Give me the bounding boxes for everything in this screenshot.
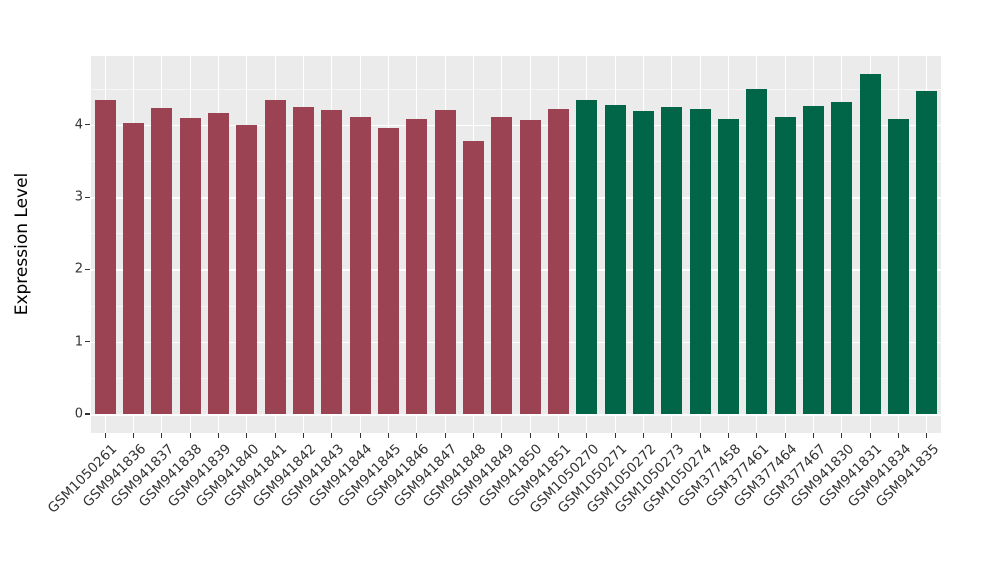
bar [236, 124, 258, 414]
y-tick-label: 2 [74, 261, 83, 277]
bar [462, 140, 485, 414]
y-tick-label: 4 [74, 117, 83, 133]
bar [746, 88, 768, 414]
bar [604, 104, 626, 414]
x-tick-mark [784, 433, 786, 438]
x-tick-mark [331, 433, 333, 438]
bar [774, 116, 796, 414]
bar [264, 100, 286, 414]
bar [122, 122, 145, 414]
x-tick-mark [387, 433, 390, 438]
x-tick-mark [217, 433, 220, 438]
bar [717, 119, 740, 414]
bar [207, 113, 230, 414]
x-tick-mark [529, 433, 531, 438]
y-axis-title: Expression Level [12, 172, 32, 316]
bar [661, 106, 683, 414]
bar [491, 116, 513, 414]
bar [94, 100, 116, 414]
y-tick-label: 3 [74, 189, 83, 205]
x-tick-mark [161, 433, 163, 438]
bar [916, 90, 938, 414]
bar [434, 110, 456, 414]
bar [859, 74, 881, 414]
x-tick-mark [501, 433, 503, 438]
x-tick-mark [246, 433, 248, 438]
x-tick-mark [841, 433, 843, 438]
x-tick-mark [189, 433, 191, 438]
y-tick-label: 0 [74, 406, 83, 422]
x-tick-mark [614, 433, 616, 438]
gridline-minor [91, 160, 941, 162]
y-tick-label: 1 [74, 334, 83, 350]
x-tick-mark [444, 433, 446, 438]
y-tick-mark [85, 124, 90, 126]
x-tick-mark [472, 433, 475, 438]
bar [349, 116, 371, 414]
y-tick-mark [85, 268, 90, 270]
x-tick-mark [727, 433, 730, 438]
bar [547, 108, 570, 414]
bar [151, 108, 173, 414]
bar [519, 120, 541, 414]
x-tick-mark [897, 433, 900, 438]
x-tick-mark [302, 433, 305, 438]
x-tick-mark [812, 433, 815, 438]
bar [802, 106, 825, 414]
bar [321, 110, 343, 414]
bar [887, 119, 910, 414]
gridline-major [91, 341, 941, 344]
gridline-minor [91, 305, 941, 307]
x-tick-mark [132, 433, 135, 438]
x-tick-mark [274, 433, 276, 438]
bar [689, 108, 711, 414]
bar [377, 128, 400, 414]
gridline-major [91, 197, 941, 199]
gridline-major [91, 269, 941, 271]
bar [292, 106, 315, 414]
gridline-minor [91, 88, 941, 90]
y-tick-mark [85, 413, 90, 415]
x-tick-mark [869, 433, 871, 438]
bar [179, 118, 201, 414]
plot-panel [91, 56, 941, 433]
x-tick-mark [642, 433, 645, 438]
gridline-minor [91, 233, 941, 235]
y-tick-mark [85, 196, 90, 198]
y-tick-mark [85, 341, 90, 343]
bar [632, 111, 655, 414]
bar [831, 102, 853, 414]
x-tick-mark [359, 433, 361, 438]
x-tick-mark [104, 433, 106, 438]
gridline-major [91, 124, 941, 127]
x-tick-mark [756, 433, 758, 438]
bar [406, 119, 428, 414]
x-tick-mark [557, 433, 560, 438]
x-tick-mark [926, 433, 928, 438]
x-tick-mark [699, 433, 701, 438]
x-tick-mark [586, 433, 588, 438]
gridline-major [91, 414, 941, 416]
bar [576, 100, 598, 414]
x-tick-mark [671, 433, 673, 438]
x-tick-mark [416, 433, 418, 438]
gridline-minor [91, 377, 941, 379]
